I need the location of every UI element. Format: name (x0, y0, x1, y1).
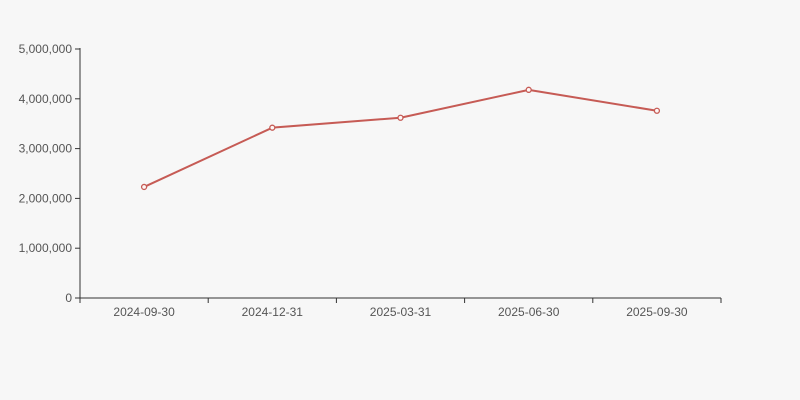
data-point-marker[interactable] (653, 107, 661, 114)
series-line (143, 88, 658, 188)
x-axis-label: 2024-09-30 (113, 305, 175, 319)
x-axis-label: 2025-06-30 (498, 305, 560, 319)
y-axis-label: 0 (65, 291, 72, 305)
y-axis-label: 5,000,000 (19, 42, 73, 56)
y-axis-label: 1,000,000 (19, 241, 73, 255)
x-axis-label: 2025-03-31 (370, 305, 432, 319)
x-axis-label: 2025-09-30 (626, 305, 688, 319)
data-point-marker[interactable] (140, 183, 148, 191)
data-point-marker[interactable] (525, 86, 532, 93)
y-axis-label: 2,000,000 (19, 191, 73, 205)
y-axis-label: 3,000,000 (19, 142, 73, 156)
x-axis-label: 2024-12-31 (242, 305, 304, 319)
data-point-marker[interactable] (269, 124, 276, 131)
data-point-marker[interactable] (397, 114, 404, 121)
y-axis-label: 4,000,000 (19, 92, 73, 106)
